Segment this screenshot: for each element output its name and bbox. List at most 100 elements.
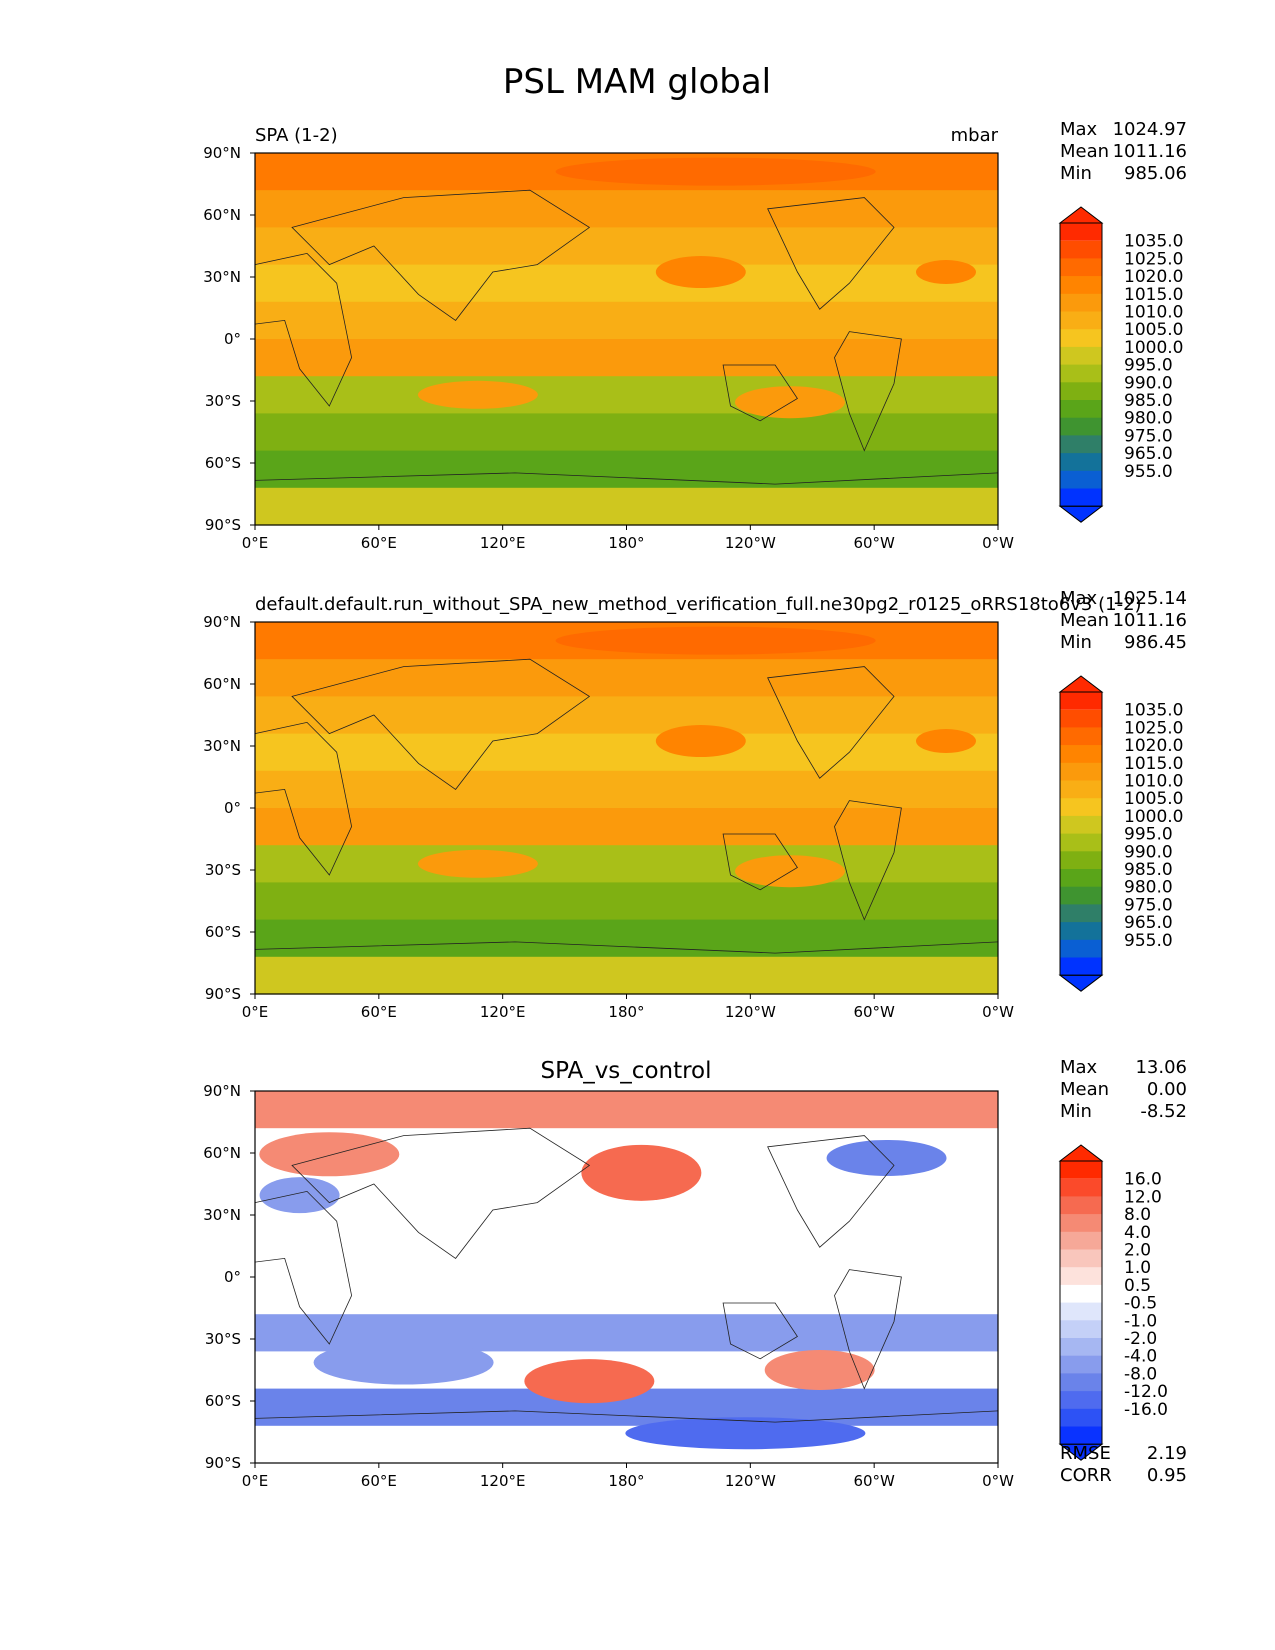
coastline — [834, 800, 902, 921]
colorbar-segment — [1060, 1214, 1102, 1233]
coastline — [291, 658, 591, 790]
colorbar-segment — [1060, 904, 1102, 923]
map-band — [255, 339, 998, 377]
panel-3-footer-rmse-label: RMSE — [1060, 1443, 1111, 1464]
panel-2-colorbar: 1035.01025.01020.01015.01010.01005.01000… — [1058, 675, 1183, 992]
panel-3-colorbar: 16.012.08.04.02.01.00.5-0.5-1.0-2.0-4.0-… — [1058, 1144, 1168, 1461]
colorbar-segment — [1060, 957, 1102, 976]
panel-1-stat-min-label: Min — [1060, 163, 1092, 184]
lon-tick-label: 0°E — [242, 1472, 269, 1490]
colorbar-segment — [1060, 453, 1102, 472]
colorbar-segment — [1060, 1284, 1102, 1304]
colorbar-bottom-arrow — [1058, 505, 1104, 523]
panel-2-stat-mean-label: Mean — [1060, 610, 1109, 631]
colorbar-segment — [1060, 240, 1102, 259]
lat-tick-label: 30°N — [203, 268, 241, 286]
map-field-blob — [555, 626, 876, 655]
map-field-blob — [655, 725, 746, 758]
panel-1-stats: Max 1024.97 Mean 1011.16 Min 985.06 — [1060, 119, 1187, 184]
coastline — [722, 364, 798, 422]
lat-tick-label: 60°S — [205, 1392, 241, 1410]
colorbar-tick-label: 1000.0 — [1124, 338, 1183, 358]
map-field-blob — [734, 386, 845, 419]
colorbar-tick-label: -4.0 — [1124, 1347, 1157, 1367]
colorbar-segment — [1060, 223, 1102, 241]
colorbar-tick-label: 955.0 — [1124, 931, 1173, 951]
colorbar-tick-label: 955.0 — [1124, 462, 1173, 482]
map-band — [255, 376, 998, 414]
colorbar-segment — [1060, 922, 1102, 941]
figure-title: PSL MAM global — [503, 62, 771, 102]
colorbar-top-arrow — [1058, 675, 1104, 693]
lat-tick-label: 90°N — [203, 1082, 241, 1100]
colorbar-tick-label: 1015.0 — [1124, 285, 1183, 305]
colorbar-tick-label: 1000.0 — [1124, 807, 1183, 827]
lat-tick-label: 30°S — [205, 1330, 241, 1348]
map-band — [255, 770, 998, 809]
colorbar-tick-label: 1005.0 — [1124, 320, 1183, 340]
colorbar-segment — [1060, 1231, 1102, 1250]
panel-3-center-label: SPA_vs_control — [540, 1058, 711, 1084]
panel-2-stat-min-value: 986.45 — [1124, 632, 1187, 653]
lat-tick-label: 90°N — [203, 613, 241, 631]
colorbar-tick-label: 16.0 — [1124, 1170, 1162, 1190]
colorbar-segment — [1060, 745, 1102, 764]
colorbar-tick-label: 1025.0 — [1124, 249, 1183, 269]
colorbar-segment — [1060, 329, 1102, 348]
panel-1-stat-min-value: 985.06 — [1124, 163, 1187, 184]
colorbar-tick-label: 1015.0 — [1124, 754, 1183, 774]
lon-tick-label: 120°W — [725, 1003, 776, 1021]
map-field-blob — [655, 256, 746, 289]
map-panel-2: default.default.run_without_SPA_new_meth… — [203, 588, 1187, 1021]
colorbar-top-arrow — [1058, 1144, 1104, 1162]
colorbar-tick-label: 1010.0 — [1124, 303, 1183, 323]
colorbar-tick-label: -2.0 — [1124, 1329, 1157, 1349]
map-field-blob — [915, 729, 976, 754]
colorbar-segment — [1060, 1249, 1102, 1268]
colorbar-bottom-arrow — [1058, 974, 1104, 992]
map-panel-1: SPA (1-2) mbar 90°N60°N30°N0°30°S60°S90°… — [203, 119, 1187, 552]
lat-tick-label: 30°S — [205, 392, 241, 410]
lon-tick-label: 120°E — [480, 534, 526, 552]
lon-tick-label: 0°W — [982, 1003, 1014, 1021]
colorbar-segment — [1060, 1320, 1102, 1339]
coastline — [291, 189, 591, 321]
map-band — [255, 845, 998, 883]
colorbar-tick-label: 985.0 — [1124, 391, 1173, 411]
colorbar-segment — [1060, 1338, 1102, 1357]
lat-tick-label: 90°S — [205, 1454, 241, 1472]
colorbar-tick-label: 975.0 — [1124, 426, 1173, 446]
map-band — [255, 1239, 998, 1278]
panel-2-left-label: default.default.run_without_SPA_new_meth… — [255, 594, 1142, 615]
map-band — [255, 413, 998, 452]
lat-tick-label: 60°N — [203, 675, 241, 693]
colorbar-segment — [1060, 1161, 1102, 1179]
lat-tick-label: 60°S — [205, 454, 241, 472]
colorbar-tick-label: 1005.0 — [1124, 789, 1183, 809]
colorbar-segment — [1060, 727, 1102, 746]
lon-tick-label: 60°E — [361, 534, 397, 552]
colorbar-tick-label: 8.0 — [1124, 1205, 1151, 1225]
panel-3-stat-mean-value: 0.00 — [1147, 1079, 1187, 1100]
coastline — [254, 1190, 353, 1345]
map-band — [255, 808, 998, 846]
colorbar-segment — [1060, 346, 1102, 366]
map-band — [255, 264, 998, 303]
colorbar-tick-label: 1025.0 — [1124, 718, 1183, 738]
coastline — [834, 1269, 902, 1390]
panel-3-footer-corr-value: 0.95 — [1147, 1465, 1187, 1486]
panel-1-stat-max-value: 1024.97 — [1113, 119, 1187, 140]
colorbar-segment — [1060, 400, 1102, 419]
panel-3-map-area: 90°N 60°N 30°N 0° 30°S 60°S 90°S0°E 60°E 120°E 18… — [203, 1082, 1014, 1490]
map-band — [255, 659, 998, 697]
coastline — [254, 941, 999, 954]
lon-tick-label: 60°W — [853, 1003, 895, 1021]
map-band — [255, 487, 998, 526]
colorbar-tick-label: -0.5 — [1124, 1294, 1157, 1314]
panel-1-right-label: mbar — [951, 125, 999, 146]
map-field-blob — [581, 1144, 702, 1201]
lon-tick-label: 180° — [608, 1472, 644, 1490]
colorbar-tick-label: 12.0 — [1124, 1187, 1162, 1207]
colorbar-tick-label: 1035.0 — [1124, 232, 1183, 252]
lat-tick-label: 30°N — [203, 1206, 241, 1224]
